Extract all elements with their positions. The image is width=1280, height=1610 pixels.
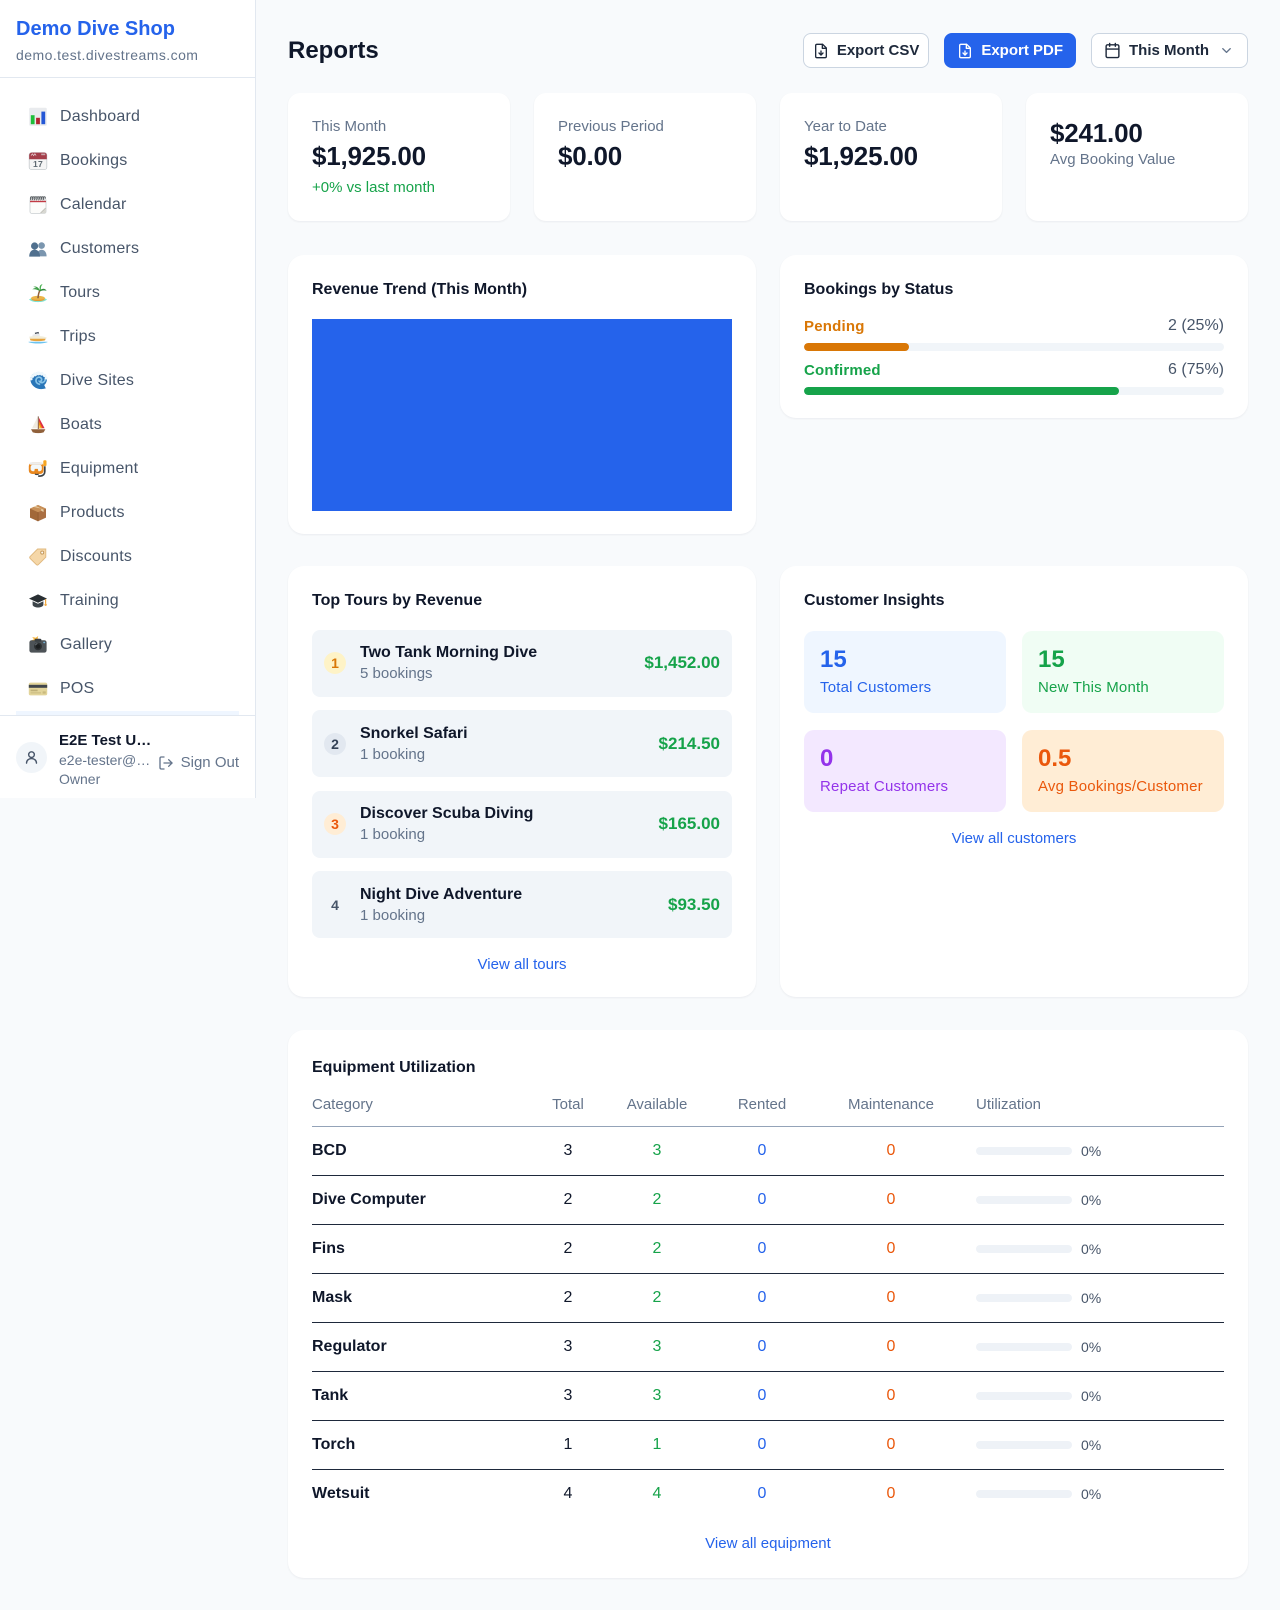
svg-text:17: 17 <box>33 159 43 169</box>
